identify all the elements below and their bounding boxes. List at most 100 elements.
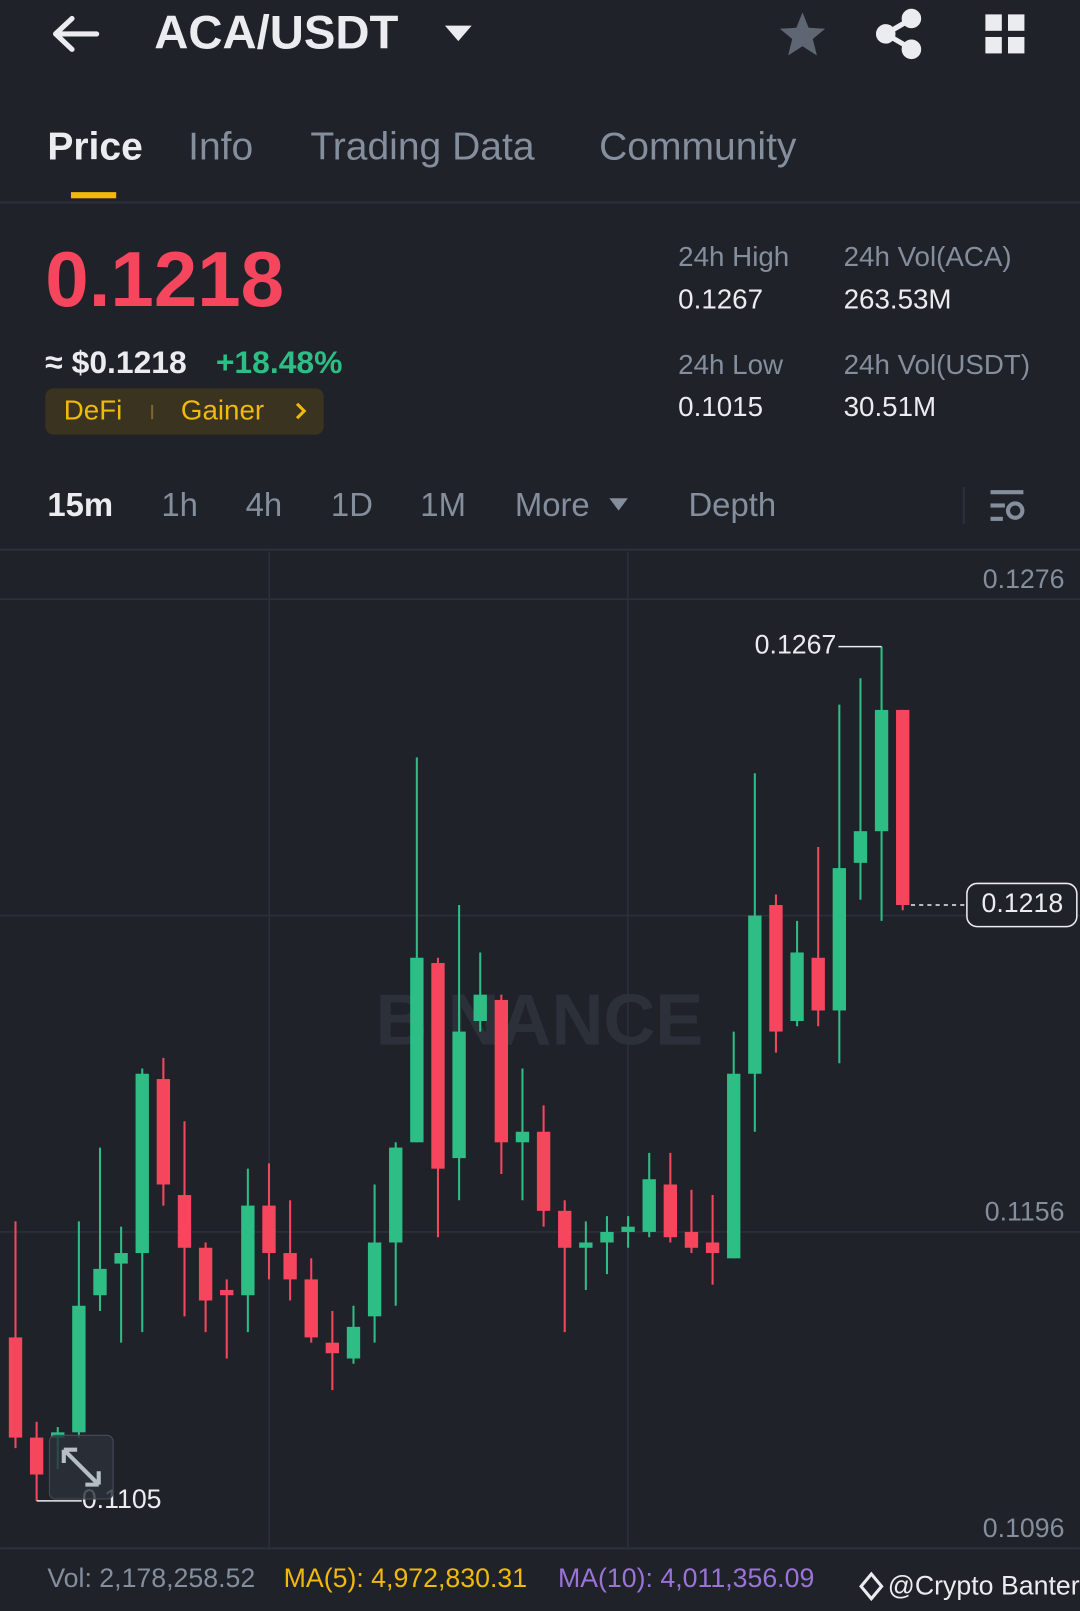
credit-logo xyxy=(859,1571,884,1602)
tab[interactable]: Info xyxy=(188,125,253,168)
candle-body xyxy=(410,957,424,1143)
candle-body xyxy=(8,1337,23,1438)
candle-body xyxy=(220,1289,234,1296)
volume-label: Vol: 2,178,258.52 xyxy=(47,1563,255,1593)
candle-body xyxy=(346,1326,361,1359)
candlestick-chart: BINANCE 0.12760.12160.11560.10960.12670.… xyxy=(0,551,1080,1550)
candle-body xyxy=(283,1253,297,1280)
candle-body xyxy=(156,1079,171,1185)
candle-body xyxy=(515,1131,530,1143)
pair-dropdown[interactable] xyxy=(444,25,472,42)
stat-label: 24h High xyxy=(678,241,789,272)
candle-body xyxy=(600,1231,614,1243)
tag[interactable]: Gainer xyxy=(181,394,264,425)
tag[interactable]: DeFi xyxy=(64,394,123,425)
y-tick-label: 0.1156 xyxy=(985,1197,1065,1227)
candle-body xyxy=(367,1242,382,1317)
chart-settings-icon[interactable] xyxy=(990,490,1025,521)
interval[interactable]: 1M xyxy=(420,486,466,523)
interval[interactable]: 1h xyxy=(161,486,198,523)
favorite-icon[interactable] xyxy=(779,12,826,56)
interval-active[interactable]: 15m xyxy=(47,486,113,523)
credit: @Crypto Banter xyxy=(888,1570,1080,1600)
icon-gear xyxy=(1005,501,1025,520)
depth-tab[interactable]: Depth xyxy=(688,486,776,523)
candle-body xyxy=(832,868,847,1011)
candle-body xyxy=(705,1242,720,1254)
candle-body xyxy=(748,915,762,1074)
candle-body xyxy=(896,709,910,906)
candle-body xyxy=(663,1184,678,1238)
interval-more[interactable]: More xyxy=(515,486,590,523)
candle-body xyxy=(642,1179,656,1232)
candle-body xyxy=(198,1247,213,1301)
candle-body xyxy=(621,1226,635,1232)
price-tag xyxy=(966,882,1078,928)
stat-value: 0.1267 xyxy=(678,283,763,314)
stat-label: 24h Low xyxy=(678,349,784,380)
grid-square xyxy=(985,36,1002,54)
candle-body xyxy=(684,1231,699,1248)
tab[interactable]: Trading Data xyxy=(310,125,534,168)
tab[interactable]: Community xyxy=(599,125,797,168)
stat-label: 24h Vol(ACA) xyxy=(844,241,1012,272)
usd-price: ≈ $0.1218 xyxy=(45,344,186,380)
candle-body xyxy=(304,1279,318,1338)
stat-value: 263.53M xyxy=(844,283,952,314)
share-dot xyxy=(875,24,896,44)
candle-body xyxy=(874,709,889,832)
interval[interactable]: 1D xyxy=(331,486,373,523)
candle-body xyxy=(29,1437,44,1475)
candle-body xyxy=(389,1147,403,1243)
pair-title[interactable]: ACA/USDT xyxy=(154,6,398,59)
candle-body xyxy=(262,1205,276,1254)
candle-body xyxy=(579,1242,593,1248)
back-button[interactable] xyxy=(53,15,100,52)
stat-value: 0.1015 xyxy=(678,391,763,422)
grid-square xyxy=(985,14,1002,31)
high-marker-label: 0.1267 xyxy=(755,630,837,660)
tag-box[interactable] xyxy=(45,388,324,435)
tab-active[interactable]: Price xyxy=(47,125,142,168)
stat-label: 24h Vol(USDT) xyxy=(844,349,1031,380)
candle-body xyxy=(853,831,868,863)
interval[interactable]: 4h xyxy=(246,486,283,523)
back-arrow xyxy=(53,15,100,52)
ma10-label: MA(10): 4,011,356.09 xyxy=(558,1563,814,1593)
ma5-label: MA(5): 4,972,830.31 xyxy=(284,1563,527,1593)
candle-body xyxy=(135,1073,149,1254)
stat-value: 30.51M xyxy=(844,391,937,422)
share-icon[interactable] xyxy=(875,8,922,60)
price-change: +18.48% xyxy=(216,344,343,380)
candle-body xyxy=(727,1073,741,1259)
candle-body xyxy=(473,994,487,1022)
more-dropdown xyxy=(609,498,628,511)
grid-square xyxy=(1007,36,1025,54)
last-price: 0.1218 xyxy=(45,235,284,323)
candle-body xyxy=(431,963,445,1169)
candle-body xyxy=(558,1210,572,1248)
grid-square xyxy=(1007,14,1025,31)
candle-body xyxy=(769,905,783,1032)
candle-body xyxy=(241,1205,255,1296)
candle-body xyxy=(93,1268,107,1296)
watermark: BINANCE xyxy=(376,980,704,1060)
candle-body xyxy=(177,1195,192,1248)
expand-icon xyxy=(61,1447,101,1487)
candle-body xyxy=(72,1305,86,1433)
candle-body xyxy=(790,952,804,1022)
candle-body xyxy=(536,1131,551,1211)
tag-chevron xyxy=(295,402,307,420)
grid-menu-icon[interactable] xyxy=(985,14,1025,54)
candle-body xyxy=(494,999,509,1143)
share-dot xyxy=(901,8,922,29)
y-tick-label: 0.1276 xyxy=(983,564,1065,594)
candle-body xyxy=(325,1342,340,1354)
candle-body xyxy=(114,1253,128,1264)
tab-indicator xyxy=(70,192,117,199)
y-tick-label: 0.1096 xyxy=(983,1513,1065,1543)
share-dot xyxy=(901,39,922,60)
candle-body xyxy=(811,957,825,1011)
